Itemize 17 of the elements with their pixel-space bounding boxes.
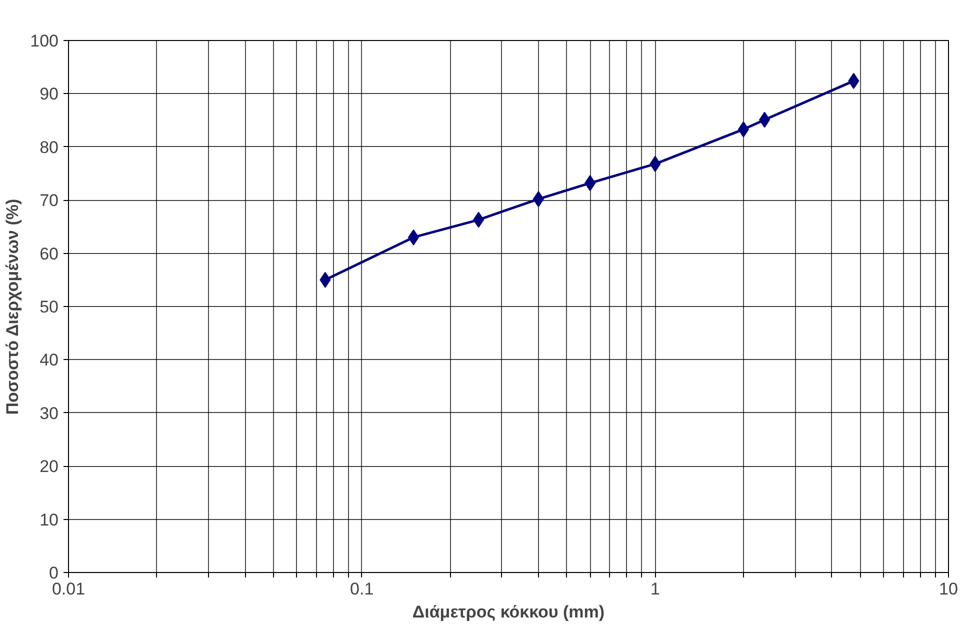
y-tick-label: 80: [40, 138, 59, 157]
x-tick-label: 0.01: [52, 580, 86, 598]
x-tick-label: 1: [650, 580, 660, 598]
y-axis-title: Ποσοστό Διερχομένων (%): [3, 198, 22, 415]
y-tick-label: 50: [40, 298, 59, 316]
x-tick-label: 10: [939, 580, 958, 598]
x-tick-label: 0.1: [350, 580, 374, 598]
y-tick-label: 30: [40, 404, 59, 423]
y-tick-label: 90: [40, 84, 59, 104]
y-tick-label: 0: [49, 564, 59, 582]
x-axis-title: Διάμετρος κόκκου (mm): [412, 602, 605, 622]
y-tick-label: 100: [30, 32, 59, 50]
y-tick-label: 10: [40, 510, 59, 530]
y-tick-label: 70: [40, 191, 59, 210]
y-tick-label: 60: [40, 244, 59, 264]
y-tick-label: 40: [40, 350, 59, 370]
y-tick-label: 20: [40, 457, 59, 476]
